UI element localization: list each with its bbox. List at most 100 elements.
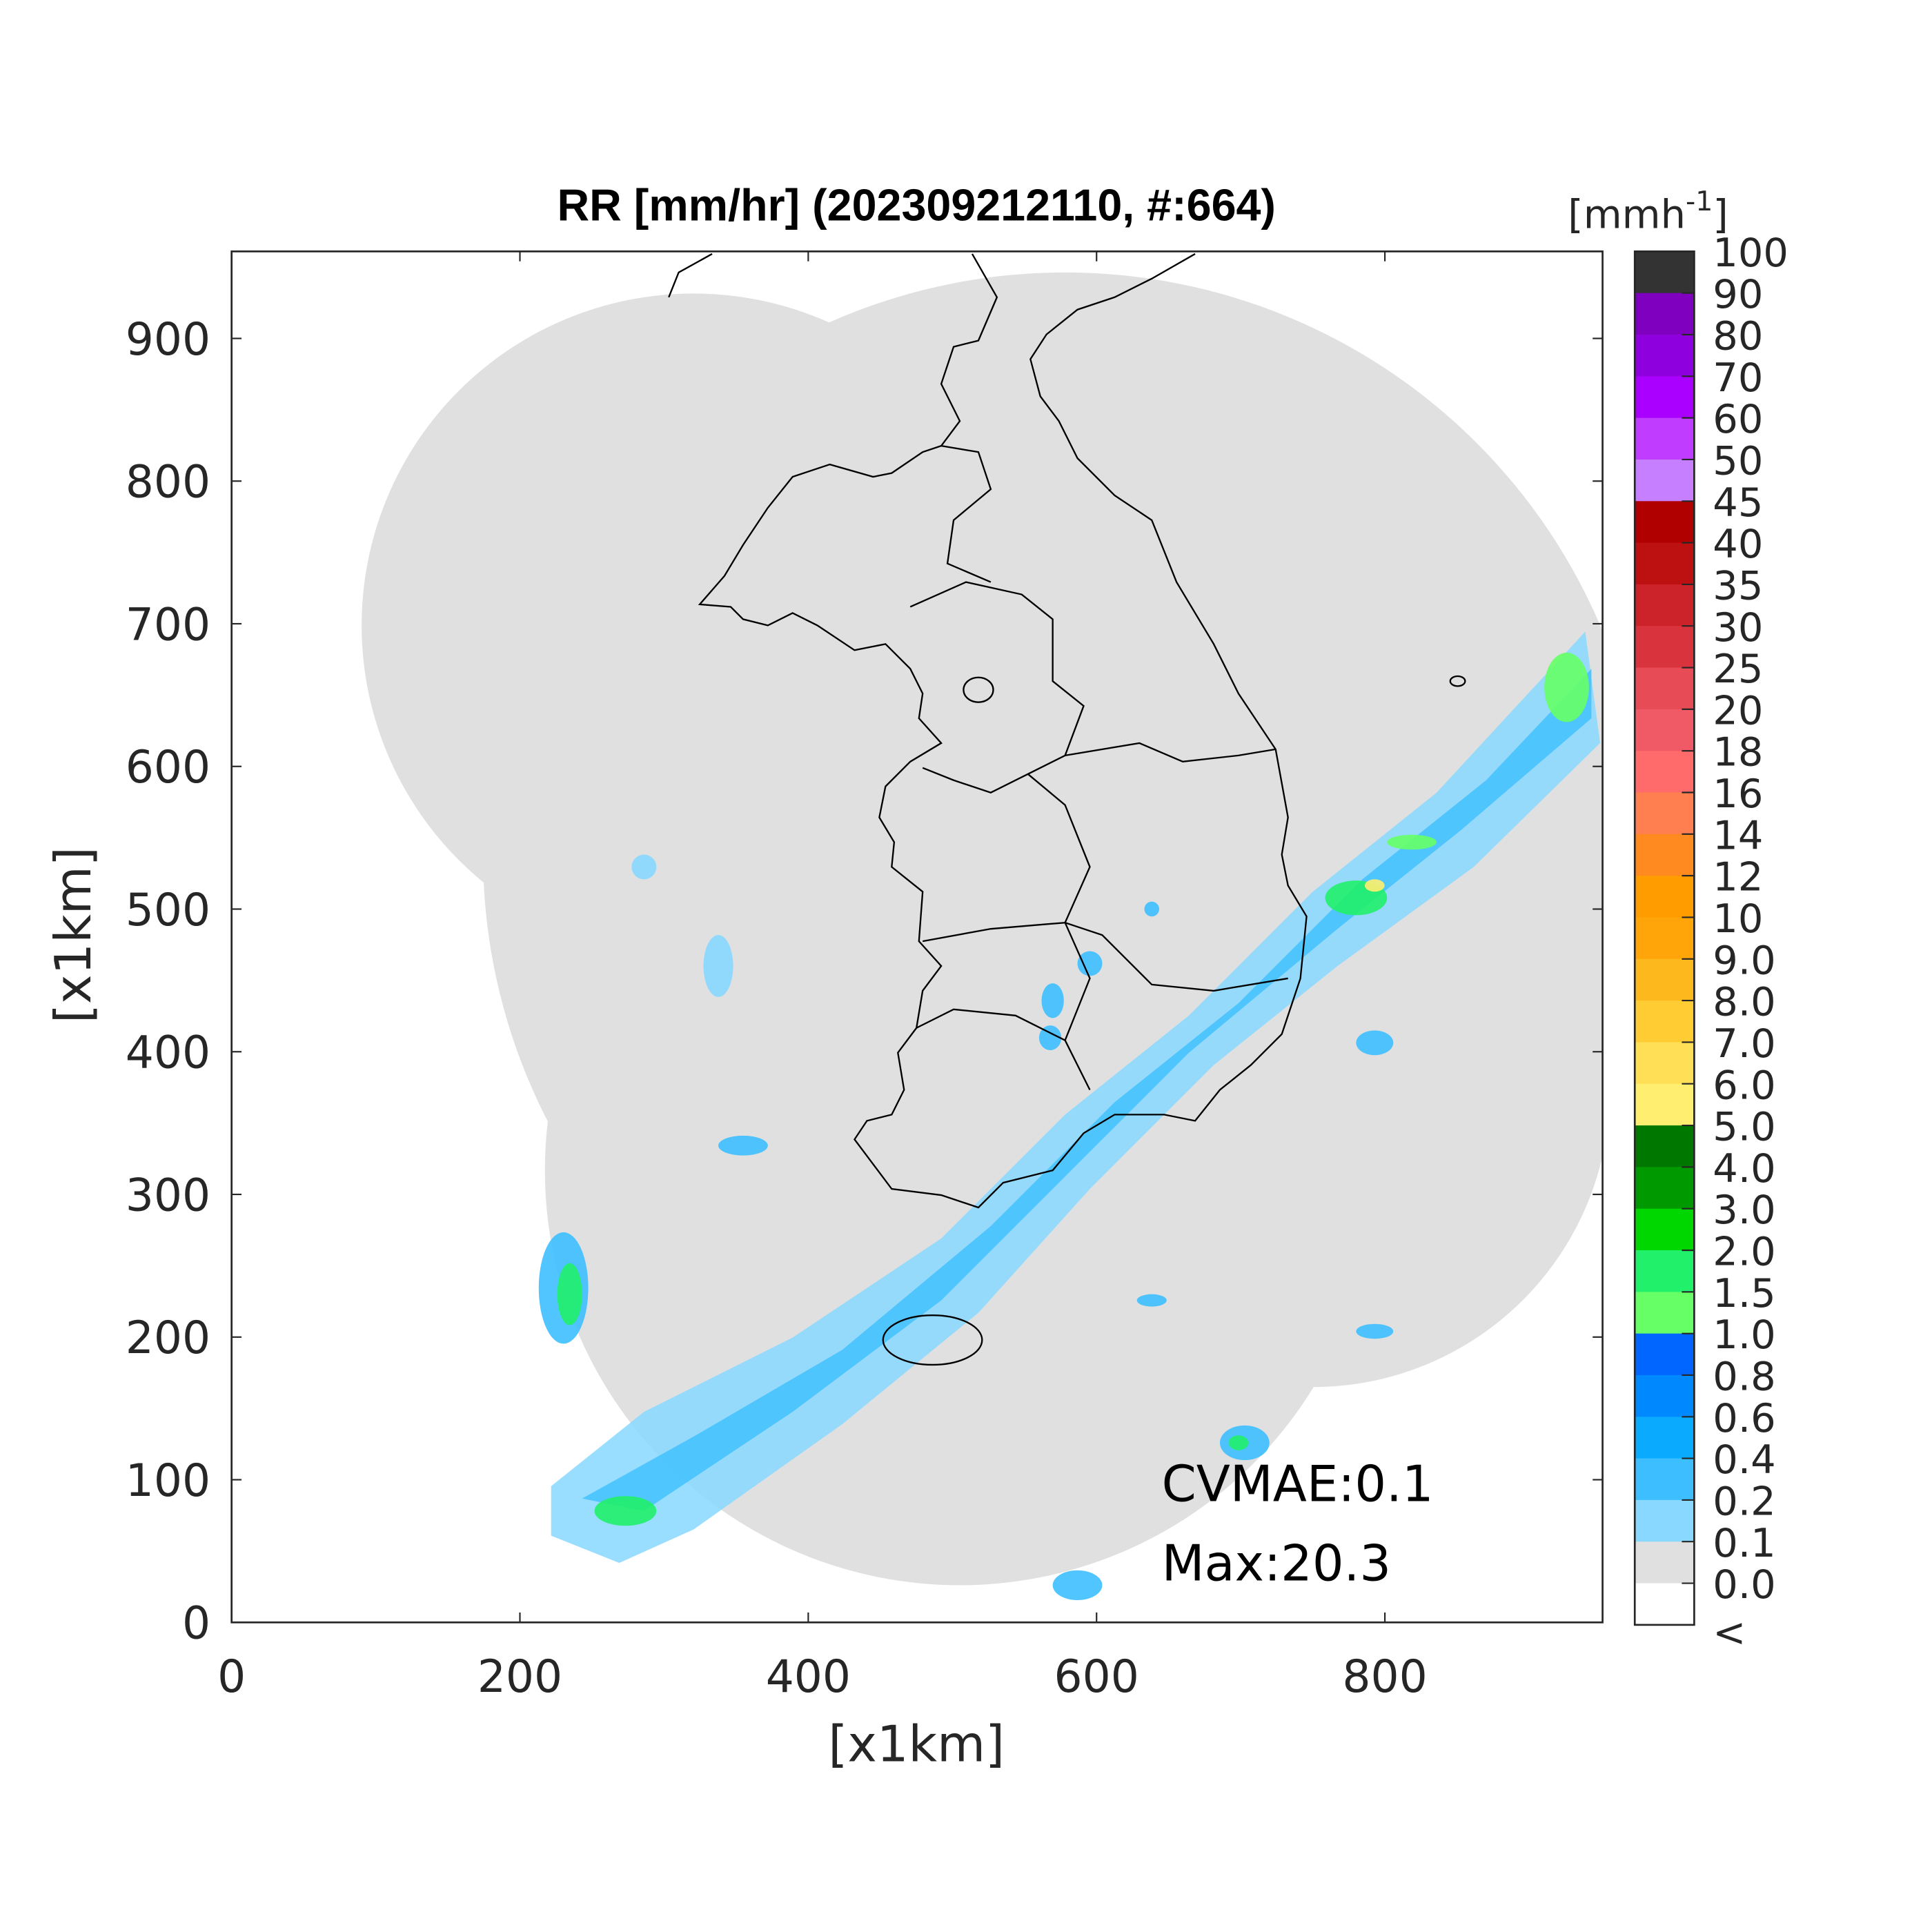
y-tick-label: 800 xyxy=(126,457,210,509)
colorbar-label: 70 xyxy=(1713,355,1763,401)
colorbar-label: 1.0 xyxy=(1713,1312,1775,1358)
x-tick-label: 800 xyxy=(1342,1651,1427,1703)
colorbar-label: 2.0 xyxy=(1713,1229,1775,1275)
rain-cell xyxy=(703,935,733,997)
province-border xyxy=(1027,773,1288,992)
colorbar-label: 10 xyxy=(1713,896,1763,942)
colorbar-label: 12 xyxy=(1713,854,1763,900)
colorbar-label: 80 xyxy=(1713,313,1763,359)
colorbar-segment xyxy=(1635,917,1695,960)
colorbar-label: 6.0 xyxy=(1713,1062,1775,1108)
x-tick-label: 600 xyxy=(1054,1651,1139,1703)
colorbar-segment xyxy=(1635,1042,1695,1085)
colorbar-label: 0.2 xyxy=(1713,1478,1775,1524)
y-tick-label: 200 xyxy=(126,1312,210,1364)
x-tick-label: 200 xyxy=(477,1651,562,1703)
colorbar-segment xyxy=(1635,1125,1695,1168)
colorbar-segment xyxy=(1635,1333,1695,1376)
x-tick-label: 400 xyxy=(766,1651,851,1703)
colorbar-segment xyxy=(1635,709,1695,752)
colorbar-title-exponent: -1 xyxy=(1686,186,1713,217)
precipitation-field xyxy=(538,631,1600,1600)
colorbar-segment xyxy=(1635,542,1695,585)
rain-cell xyxy=(1387,834,1437,850)
colorbar-title-unit: [mmh xyxy=(1568,191,1686,237)
x-tick-label: 0 xyxy=(217,1651,246,1703)
colorbar-label: 7.0 xyxy=(1713,1021,1775,1067)
colorbar-segment xyxy=(1635,751,1695,793)
colorbar-label: 14 xyxy=(1713,812,1763,858)
coastline-jeju xyxy=(882,1314,983,1366)
colorbar-frame xyxy=(1633,250,1695,1626)
colorbar-segment xyxy=(1635,792,1695,835)
colorbar-segment xyxy=(1635,1250,1695,1293)
y-tick-label: 300 xyxy=(126,1170,210,1221)
province-border xyxy=(922,921,1091,1091)
rain-cell xyxy=(1228,1435,1249,1450)
province-border xyxy=(940,445,992,583)
colorbar-segment xyxy=(1635,1208,1695,1251)
y-tick-label: 700 xyxy=(126,599,210,651)
colorbar-segment xyxy=(1635,1000,1695,1043)
colorbar-label: 40 xyxy=(1713,521,1763,567)
colorbar-label: 0.1 xyxy=(1713,1520,1775,1566)
colorbar-label: 0.8 xyxy=(1713,1353,1775,1399)
colorbar-segment xyxy=(1635,667,1695,710)
rain-cell xyxy=(1364,879,1385,892)
colorbar-segment xyxy=(1635,584,1695,627)
colorbar-segment xyxy=(1635,1583,1695,1626)
colorbar-segment xyxy=(1635,334,1695,377)
rain-cell xyxy=(1038,1025,1062,1051)
coastline-ulleung xyxy=(1449,675,1466,687)
y-tick-label: 400 xyxy=(126,1027,210,1079)
colorbar-label: 30 xyxy=(1713,604,1763,651)
colorbar-label: 0.6 xyxy=(1713,1395,1775,1441)
province-border xyxy=(916,1008,1066,1041)
colorbar-label: 25 xyxy=(1713,646,1763,692)
colorbar-label: 60 xyxy=(1713,396,1763,442)
colorbar-label: 3.0 xyxy=(1713,1187,1775,1233)
province-border xyxy=(1065,742,1276,763)
rain-band xyxy=(551,631,1600,1564)
rain-cell xyxy=(1544,652,1589,722)
colorbar-segment xyxy=(1635,417,1695,460)
y-axis-label: [x1km] xyxy=(44,847,102,1023)
colorbar-segment xyxy=(1635,251,1695,294)
colorbar-label: 35 xyxy=(1713,562,1763,609)
colorbar-label: 20 xyxy=(1713,687,1763,733)
rain-cell xyxy=(1077,951,1103,976)
city-border xyxy=(963,676,994,703)
colorbar-segment xyxy=(1635,834,1695,877)
colorbar-segment xyxy=(1635,1417,1695,1459)
colorbar-segment xyxy=(1635,1374,1695,1418)
rain-cell xyxy=(557,1263,582,1325)
colorbar-segment xyxy=(1635,1499,1695,1543)
colorbar-segment xyxy=(1635,1083,1695,1126)
y-tick-label: 0 xyxy=(182,1598,210,1650)
coastline-north xyxy=(668,253,713,298)
colorbar-title: [mmh-1] xyxy=(1568,186,1728,237)
colorbar-segment xyxy=(1635,626,1695,669)
map-area xyxy=(362,253,1603,1600)
colorbar-segment xyxy=(1635,958,1695,1001)
colorbar-segment xyxy=(1635,876,1695,918)
colorbar-segment xyxy=(1635,501,1695,544)
colorbar-label: 9.0 xyxy=(1713,937,1775,983)
y-tick-label: 600 xyxy=(126,742,210,793)
cvmae-annotation: CVMAE:0.1 xyxy=(1162,1455,1434,1512)
radar-coverage xyxy=(362,273,1603,1586)
colorbar-label: 45 xyxy=(1713,480,1763,526)
rain-cell xyxy=(631,854,657,880)
rain-cell xyxy=(594,1496,657,1526)
colorbar-label: 1.5 xyxy=(1713,1270,1775,1317)
x-axis: 0 200 400 600 800 xyxy=(217,251,1428,1703)
colorbar-label: 18 xyxy=(1713,729,1763,776)
rain-cell xyxy=(1052,1570,1103,1600)
rain-cell xyxy=(1356,1030,1394,1056)
y-axis: 0 100 200 300 400 500 600 700 800 900 xyxy=(126,314,1603,1650)
plot-frame xyxy=(230,250,1604,1624)
colorbar-segment xyxy=(1635,459,1695,502)
coastline-korea xyxy=(698,253,1308,1209)
colorbar-label: 0.0 xyxy=(1713,1561,1775,1608)
rain-cell xyxy=(1356,1323,1394,1339)
